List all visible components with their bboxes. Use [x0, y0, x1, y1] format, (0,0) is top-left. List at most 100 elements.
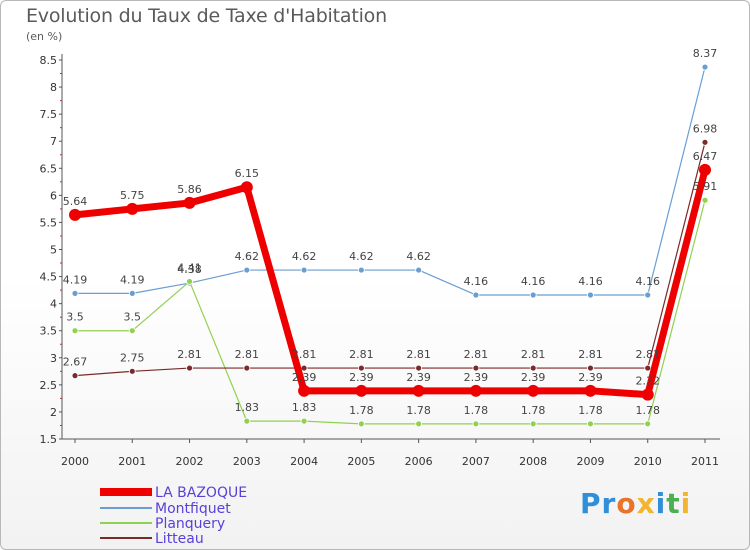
y-tick-label: 6 [50, 189, 57, 202]
x-tick-label: 2004 [290, 455, 318, 468]
x-tick-label: 2002 [176, 455, 204, 468]
data-point [584, 384, 597, 397]
data-point [128, 289, 136, 297]
data-point [644, 291, 652, 299]
data-label: 6.15 [235, 167, 260, 180]
data-label: 4.16 [464, 275, 489, 288]
data-point [71, 372, 79, 380]
data-point [587, 291, 594, 299]
y-tick-label: 7 [50, 135, 57, 148]
data-label: 3.5 [66, 311, 84, 324]
data-label: 2.39 [292, 371, 317, 384]
data-point [243, 266, 251, 274]
data-point [126, 202, 139, 215]
data-label: 5.64 [63, 195, 88, 208]
legend-label: Litteau [155, 531, 204, 547]
data-point [186, 364, 193, 372]
data-label: 1.78 [349, 404, 374, 417]
data-label: 2.81 [406, 348, 431, 361]
data-point [415, 364, 423, 372]
legend-label: Planquery [155, 516, 225, 532]
data-point [587, 364, 594, 372]
data-label: 5.75 [120, 189, 145, 202]
logo-letter: P [580, 487, 602, 520]
data-point [300, 417, 308, 425]
data-point [527, 384, 540, 397]
data-point [357, 364, 365, 372]
series-line-litteau [74, 142, 706, 377]
data-point [529, 420, 537, 428]
data-point [128, 327, 136, 335]
x-tick-label: 2007 [462, 455, 490, 468]
data-point [587, 420, 594, 428]
data-label: 4.19 [120, 273, 145, 286]
data-label: 4.16 [578, 275, 603, 288]
y-tick-label: 8 [50, 81, 57, 94]
chart-title: Evolution du Taux de Taxe d'Habitation [26, 5, 387, 27]
data-point [699, 163, 711, 176]
data-point [644, 364, 652, 372]
data-point [701, 196, 709, 204]
data-label: 2.81 [235, 348, 260, 361]
data-point [357, 266, 365, 274]
data-label: 4.41 [177, 261, 202, 274]
data-label: 5.86 [177, 183, 202, 196]
y-tick-label: 4.5 [40, 271, 58, 284]
logo-letter: i [680, 487, 692, 520]
data-label: 1.78 [464, 404, 489, 417]
logo-letter: r [601, 487, 617, 520]
data-label: 2.81 [349, 348, 374, 361]
data-label: 4.38 [177, 263, 202, 276]
data-point [300, 266, 308, 274]
x-tick-label: 2003 [233, 455, 261, 468]
y-tick-label: 6.5 [40, 162, 58, 175]
data-label: 6.47 [693, 150, 718, 163]
data-label: 1.78 [635, 404, 660, 417]
data-point [243, 364, 251, 372]
data-label: 1.83 [292, 401, 317, 414]
series-line-la-bazoque [74, 169, 709, 399]
legend-label: LA BAZOQUE [155, 485, 247, 501]
data-point [701, 138, 709, 146]
data-label: 2.81 [635, 348, 660, 361]
data-point [472, 364, 480, 372]
data-label: 6.98 [693, 122, 718, 135]
data-label: 8.37 [693, 47, 718, 60]
data-point [186, 278, 193, 285]
data-label: 4.62 [349, 250, 374, 263]
data-label: 4.16 [635, 275, 660, 288]
data-label: 4.16 [521, 275, 546, 288]
y-tick-label: 5.5 [40, 216, 58, 229]
data-point [472, 291, 480, 299]
data-point [243, 417, 251, 425]
data-point [641, 388, 654, 401]
data-point [183, 196, 196, 209]
data-point [298, 384, 311, 397]
data-point [240, 181, 253, 194]
data-point [355, 384, 368, 397]
logo-letter: i [655, 487, 667, 520]
y-tick-label: 5 [50, 244, 57, 257]
logo-letter: o [616, 487, 637, 520]
data-label: 2.32 [635, 375, 660, 388]
data-label: 2.39 [578, 371, 603, 384]
data-point [701, 63, 709, 71]
series-line-planquery [75, 200, 706, 425]
chart-subtitle: (en %) [26, 30, 63, 43]
y-tick-label: 3.5 [40, 325, 58, 338]
data-label: 2.81 [292, 348, 317, 361]
data-label: 4.19 [63, 273, 88, 286]
data-label: 2.39 [521, 371, 546, 384]
x-tick-label: 2006 [405, 455, 433, 468]
data-label: 2.81 [521, 348, 546, 361]
data-label: 1.78 [521, 404, 546, 417]
data-label: 1.83 [235, 401, 260, 414]
data-label: 4.62 [292, 250, 317, 263]
x-tick-label: 2010 [634, 455, 662, 468]
data-point [128, 367, 136, 375]
data-point [469, 384, 482, 397]
data-label: 2.39 [406, 371, 431, 384]
data-point [529, 364, 537, 372]
